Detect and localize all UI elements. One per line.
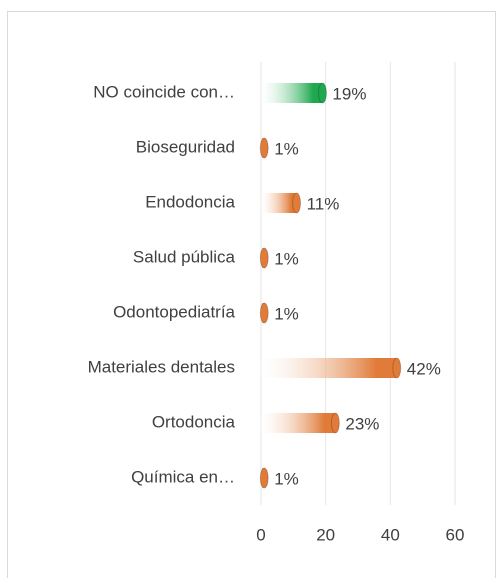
bar-cap (292, 192, 302, 214)
data-label: 19% (332, 84, 366, 103)
y-tick-label: Materiales dentales (88, 357, 235, 376)
x-tick-label: 40 (381, 525, 400, 544)
data-label: 1% (274, 469, 299, 488)
bar-cap (317, 82, 327, 104)
y-tick-label: Bioseguridad (136, 137, 235, 156)
bar (261, 358, 397, 378)
y-tick-label: Salud pública (133, 247, 236, 266)
x-tick-label: 20 (316, 525, 335, 544)
bar-cap (330, 412, 340, 434)
data-label: 1% (274, 249, 299, 268)
bar-cap (392, 357, 402, 379)
y-tick-label: Ortodoncia (152, 412, 236, 431)
data-label: 1% (274, 139, 299, 158)
bar (261, 83, 323, 103)
y-tick-label: Odontopediatría (113, 302, 235, 321)
data-label: 1% (274, 304, 299, 323)
y-tick-label: Endodoncia (145, 192, 235, 211)
bar-cap (259, 247, 269, 269)
chart-border (7, 11, 496, 578)
data-label: 42% (407, 359, 441, 378)
bar-cap (259, 137, 269, 159)
data-label: 23% (345, 414, 379, 433)
bar-cap (259, 302, 269, 324)
x-tick-label: 60 (446, 525, 465, 544)
bar (261, 193, 297, 213)
x-tick-label: 0 (256, 525, 265, 544)
bar (261, 413, 336, 433)
y-tick-label: NO coincide con… (93, 82, 235, 101)
data-label: 11% (307, 194, 340, 213)
bar-cap (259, 467, 269, 489)
y-tick-label: Química en… (131, 467, 235, 486)
